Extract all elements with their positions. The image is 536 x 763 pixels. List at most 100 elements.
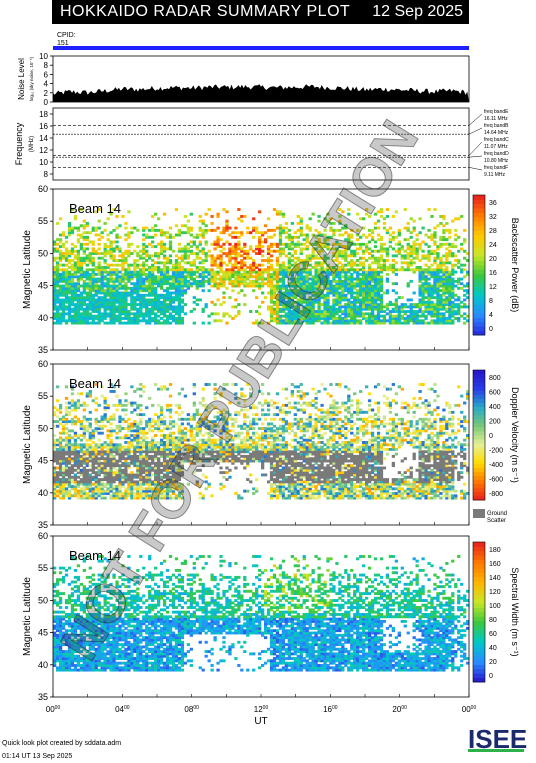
heatmap-cell — [151, 268, 155, 272]
heatmap-cell — [201, 219, 205, 223]
heatmap-cell — [106, 238, 110, 242]
heatmap-cell — [53, 314, 57, 318]
heatmap-cell — [180, 282, 185, 286]
heatmap-cell — [124, 314, 128, 318]
heatmap-cell — [359, 298, 363, 302]
heatmap-cell — [388, 226, 393, 230]
heatmap-cell — [162, 319, 167, 323]
heatmap-cell — [278, 321, 283, 325]
heatmap-cell — [139, 305, 143, 309]
heatmap-cell — [91, 429, 95, 433]
heatmap-cell — [91, 475, 95, 479]
heatmap-cell — [79, 291, 84, 295]
heatmap-cell — [275, 210, 280, 214]
heatmap-cell — [61, 254, 66, 258]
heatmap-cell — [234, 266, 238, 269]
heatmap-cell — [73, 272, 78, 276]
heatmap-cell — [73, 307, 78, 311]
heatmap-cell — [159, 385, 164, 389]
heatmap-cell — [400, 245, 404, 249]
heatmap-cell — [148, 319, 152, 323]
heatmap-cell — [124, 289, 128, 293]
heatmap-cell — [344, 293, 348, 297]
heatmap-cell — [261, 231, 265, 235]
heatmap-cell — [162, 249, 167, 253]
heatmap-cell — [64, 312, 69, 316]
heatmap-cell — [106, 263, 110, 267]
heatmap-cell — [237, 312, 241, 316]
heatmap-cell — [263, 231, 268, 235]
heatmap-cell — [183, 249, 188, 253]
heatmap-cell — [76, 434, 81, 437]
heatmap-cell — [73, 284, 78, 288]
heatmap-cell — [281, 314, 286, 318]
heatmap-cell — [174, 319, 179, 323]
heatmap-cell — [162, 434, 167, 437]
heatmap-cell — [249, 247, 253, 251]
heatmap-cell — [148, 314, 152, 318]
heatmap-cell — [85, 268, 89, 272]
heatmap-cell — [151, 282, 155, 286]
heatmap-cell — [171, 270, 176, 274]
heatmap-cell — [436, 263, 440, 267]
heatmap-cell — [88, 284, 92, 288]
heatmap-cell — [97, 478, 101, 481]
heatmap-cell — [207, 208, 211, 211]
heatmap-cell — [454, 279, 458, 283]
heatmap-cell — [171, 235, 176, 239]
heatmap-cell — [362, 312, 366, 316]
heatmap-cell — [201, 231, 205, 235]
heatmap-cell — [275, 275, 280, 279]
heatmap-cell — [263, 282, 268, 286]
heatmap-cell — [216, 282, 220, 286]
heatmap-cell — [186, 282, 190, 286]
heatmap-cell — [142, 450, 146, 454]
heatmap-cell — [252, 261, 256, 265]
heatmap-cell — [177, 247, 182, 251]
heatmap-cell — [174, 296, 179, 300]
heatmap-cell — [157, 303, 161, 306]
heatmap-cell — [118, 249, 122, 253]
heatmap-cell — [142, 249, 146, 253]
heatmap-cell — [136, 266, 140, 269]
heatmap-cell — [403, 317, 407, 320]
heatmap-cell — [79, 224, 84, 228]
heatmap-cell — [58, 300, 63, 304]
heatmap-cell — [168, 240, 173, 244]
heatmap-cell — [382, 291, 387, 295]
heatmap-cell — [370, 284, 375, 288]
heatmap-cell — [261, 275, 265, 279]
heatmap-cell — [154, 286, 158, 290]
heatmap-cell — [258, 242, 262, 246]
heatmap-cell — [67, 406, 72, 410]
heatmap-cell — [228, 252, 232, 255]
heatmap-cell — [406, 305, 410, 309]
heatmap-cell — [409, 235, 413, 239]
heatmap-cell — [154, 268, 158, 272]
heatmap-cell — [136, 279, 140, 283]
heatmap-cell — [275, 256, 280, 260]
heatmap-cell — [85, 317, 89, 320]
heatmap-cell — [100, 279, 104, 283]
frequency-band-value: 11.07 MHz — [484, 144, 508, 150]
heatmap-cell — [112, 314, 116, 318]
heatmap-cell — [115, 268, 119, 272]
heatmap-cell — [157, 307, 161, 311]
noise-tick-label: 4 — [44, 80, 49, 89]
heatmap-cell — [210, 300, 214, 304]
heatmap-cell — [139, 298, 143, 302]
heatmap-cell — [394, 282, 398, 286]
heatmap-cell — [112, 279, 116, 283]
heatmap-cell — [133, 289, 137, 293]
heatmap-cell — [275, 289, 280, 293]
heatmap-cell — [61, 303, 66, 306]
heatmap-cell — [76, 275, 81, 279]
heatmap-cell — [124, 296, 128, 300]
heatmap-cell — [204, 275, 208, 279]
heatmap-cell — [85, 247, 89, 251]
heatmap-cell — [148, 454, 152, 458]
heatmap-cell — [55, 284, 60, 288]
heatmap-cell — [103, 307, 107, 311]
heatmap-cell — [391, 259, 396, 262]
colorbar-segment — [473, 330, 485, 336]
